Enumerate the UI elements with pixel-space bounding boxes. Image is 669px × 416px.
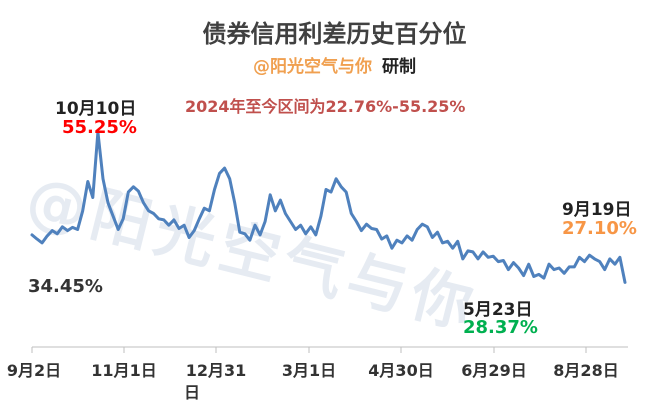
x-tick-label: 9月2日: [7, 361, 61, 380]
series-line: [30, 130, 627, 284]
x-tick-label: 12月31 日: [184, 361, 246, 402]
start-value-label: 34.45%: [28, 276, 103, 297]
range-note: 2024年至今区间为22.76%-55.25%: [185, 97, 466, 116]
last-date-label: 9月19日: [562, 200, 632, 220]
research-label: 研制: [382, 57, 416, 77]
x-tick-label: 3月1日: [282, 361, 336, 380]
x-tick-label: 11月1日: [91, 361, 156, 380]
x-tick-label: 4月30日: [368, 361, 433, 380]
x-axis-ticks: 9月2日 11月1日 12月31 日 3月1日 4月30日 6月29日 8月28日: [7, 347, 619, 402]
low-date-label: 5月23日: [463, 300, 533, 320]
high-date-label: 10月10日: [55, 99, 137, 119]
high-value-label: 55.25%: [62, 117, 137, 138]
author-line: @阳光空气与你 研制: [0, 52, 669, 77]
author-handle: @阳光空气与你: [253, 57, 372, 77]
last-value-label: 27.10%: [562, 218, 637, 239]
low-value-label: 28.37%: [463, 317, 538, 338]
chart-title: 债券信用利差历史百分位: [202, 20, 467, 48]
x-tick-label: 6月29日: [461, 361, 526, 380]
x-tick-label: 8月28日: [553, 361, 618, 380]
